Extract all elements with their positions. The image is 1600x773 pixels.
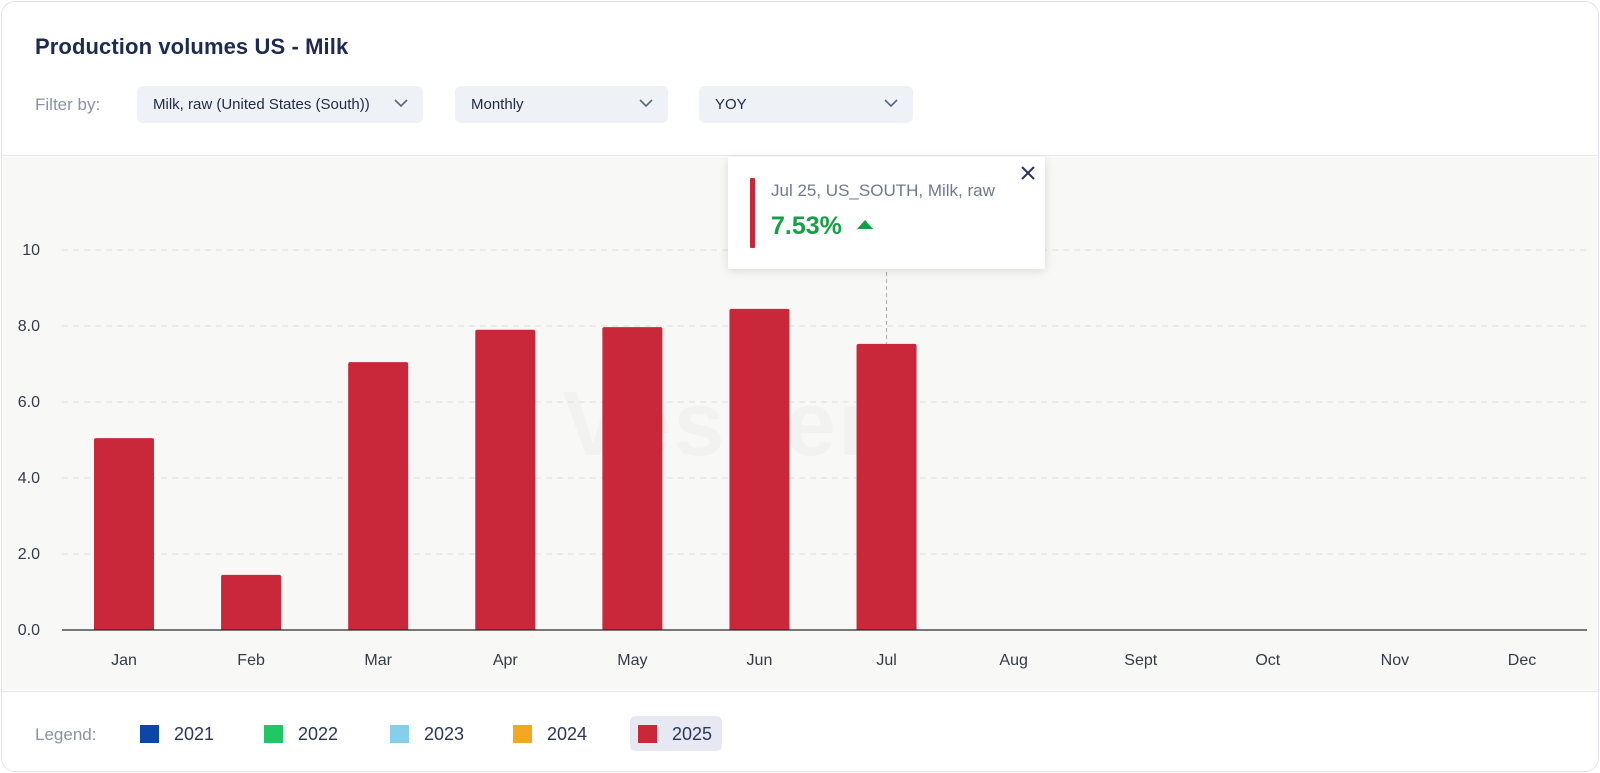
card-header: Production volumes US - Milk Filter by: … xyxy=(2,2,1598,156)
comparison-mode-select-value: YOY xyxy=(715,96,747,113)
legend-item-2023[interactable]: 2023 xyxy=(382,716,474,751)
x-tick-label: Nov xyxy=(1381,652,1409,669)
y-tick-label: 6.0 xyxy=(18,394,40,411)
legend: Legend: 2021 2022 2023 2024 2025 xyxy=(2,691,1598,771)
x-tick-label: Aug xyxy=(999,652,1027,669)
y-tick-label: 0.0 xyxy=(18,622,40,639)
x-tick-label: Jun xyxy=(747,652,773,669)
comparison-mode-select[interactable]: YOY xyxy=(699,86,913,123)
bar-apr xyxy=(475,329,536,630)
x-tick-label: Mar xyxy=(364,652,392,669)
y-tick-label: 2.0 xyxy=(18,546,40,563)
data-tooltip: Jul 25, US_SOUTH, Milk, raw 7.53% xyxy=(728,157,1045,269)
y-tick-label: 8.0 xyxy=(18,318,40,335)
filter-label: Filter by: xyxy=(35,95,101,114)
frequency-select[interactable]: Monthly xyxy=(455,86,668,123)
bar-chart: 0.0 2.0 4.0 6.0 8.0 10 Jan Feb Mar Apr May Jun Jul Au… xyxy=(18,242,1587,669)
bar-jan xyxy=(94,438,154,630)
x-tick-label: Apr xyxy=(493,652,519,669)
bar-mar xyxy=(348,362,409,630)
chevron-down-icon xyxy=(639,99,653,108)
legend-item-label: 2023 xyxy=(424,724,465,744)
tooltip-series-marker xyxy=(750,178,755,248)
legend-item-label: 2024 xyxy=(547,724,588,744)
legend-swatch xyxy=(390,725,409,743)
legend-item-2022[interactable]: 2022 xyxy=(256,716,348,751)
legend-item-label: 2021 xyxy=(174,724,215,744)
legend-item-label: 2022 xyxy=(298,724,339,744)
legend-swatch xyxy=(140,725,159,743)
bar-jun xyxy=(729,308,790,630)
x-tick-label: Dec xyxy=(1508,652,1536,669)
tooltip-value: 7.53% xyxy=(771,212,842,240)
close-icon[interactable] xyxy=(1019,164,1037,182)
y-tick-label: 4.0 xyxy=(18,470,40,487)
legend-swatch xyxy=(513,725,532,743)
frequency-select-value: Monthly xyxy=(471,96,524,113)
x-tick-label: Feb xyxy=(237,652,265,669)
legend-swatch xyxy=(264,725,283,743)
legend-label: Legend: xyxy=(35,725,97,744)
commodity-select[interactable]: Milk, raw (United States (South)) xyxy=(137,86,423,123)
arrow-up-icon xyxy=(857,220,873,229)
bar-jul xyxy=(856,343,917,630)
bar-may xyxy=(602,327,663,630)
plot-area: Vesper 0.02.04.06.08.010JanFebMarAprMayJ… xyxy=(2,157,1598,690)
page-title: Production volumes US - Milk xyxy=(35,34,349,59)
tooltip-label: Jul 25, US_SOUTH, Milk, raw xyxy=(771,181,995,200)
legend-item-label: 2025 xyxy=(672,724,713,744)
chevron-down-icon xyxy=(394,99,408,108)
legend-item-2021[interactable]: 2021 xyxy=(132,716,224,751)
legend-item-2024[interactable]: 2024 xyxy=(505,716,597,751)
legend-item-2025[interactable]: 2025 xyxy=(630,716,722,751)
x-tick-label: May xyxy=(617,652,647,669)
x-tick-label: Jan xyxy=(111,652,137,669)
x-tick-label: Sept xyxy=(1124,652,1157,669)
y-tick-label: 10 xyxy=(22,242,40,259)
x-tick-label: Oct xyxy=(1255,652,1280,669)
commodity-select-value: Milk, raw (United States (South)) xyxy=(153,96,370,113)
x-tick-label: Jul xyxy=(876,652,896,669)
legend-swatch xyxy=(638,725,657,743)
chevron-down-icon xyxy=(884,99,898,108)
bar-feb xyxy=(221,574,282,630)
